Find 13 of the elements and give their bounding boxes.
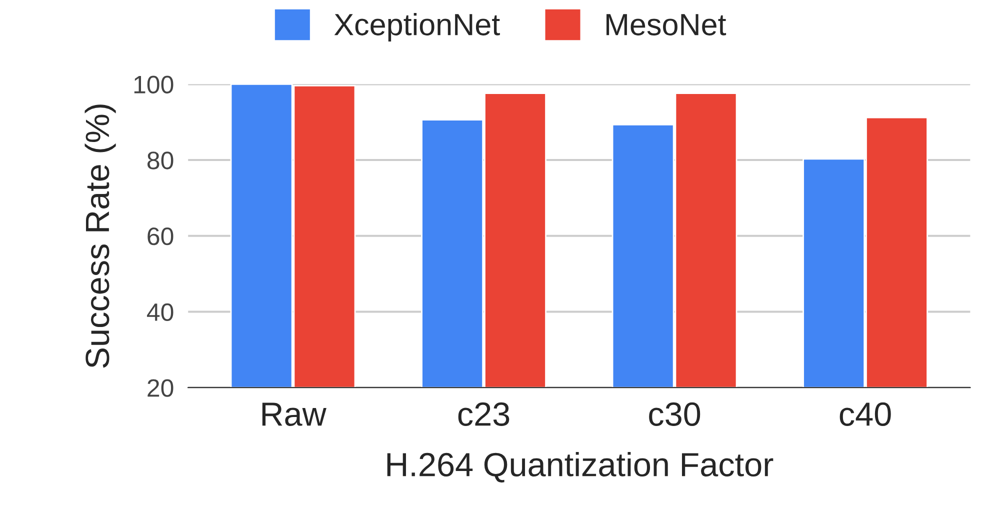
y-tick-label: 20: [148, 379, 174, 397]
y-tick-label: 40: [146, 303, 174, 322]
x-tick-label: c40: [840, 402, 891, 426]
y-tick-label: 60: [148, 227, 174, 246]
legend-label: XceptionNet: [334, 12, 500, 42]
x-tick-label: c23: [458, 402, 510, 426]
y-tick-label: 80: [147, 152, 174, 170]
legend-label: MesoNet: [606, 14, 726, 36]
x-tick-label: c30: [649, 402, 700, 426]
x-tick-label: Raw: [262, 402, 326, 426]
x-axis-title: H.264 Quantization Factor: [387, 452, 774, 482]
y-tick-label: 100: [134, 76, 174, 94]
y-axis-title: Success Rate (%): [84, 104, 116, 368]
